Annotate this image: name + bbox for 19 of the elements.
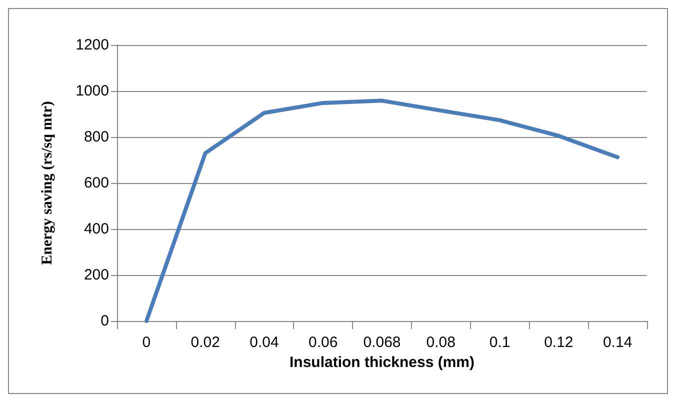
line-series	[144, 98, 620, 323]
x-tick-label: 0.04	[250, 334, 279, 351]
y-tick-label: 1000	[76, 82, 109, 100]
x-tick-label: 0.12	[544, 334, 574, 351]
x-tick-label: 0.14	[602, 334, 632, 351]
y-tick-label: 800	[84, 128, 109, 146]
x-tick-label: 0.06	[308, 334, 338, 351]
x-tick-label: 0.1	[489, 334, 510, 351]
y-tick-label: 600	[84, 174, 109, 192]
x-tick-label: 0.08	[426, 334, 456, 351]
y-tick-label: 400	[84, 220, 109, 238]
x-tick-label: 0	[142, 334, 151, 351]
x-tick-label: 0.068	[363, 334, 401, 351]
y-tick-label: 1200	[76, 36, 109, 54]
y-axis-title: Energy saving (rs/sq mtr)	[40, 101, 56, 265]
y-tick-label: 0	[100, 312, 109, 330]
x-axis-title: Insulation thickness (mm)	[289, 354, 475, 371]
x-tick-label: 0.02	[190, 334, 220, 351]
y-tick-label: 200	[84, 266, 109, 284]
